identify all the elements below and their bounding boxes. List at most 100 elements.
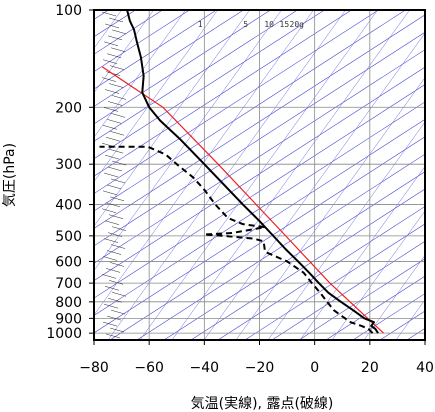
wind-barb (110, 327, 125, 333)
dry-adiabat-line (94, 10, 406, 212)
wind-barb (107, 250, 122, 255)
dry-adiabat-line (94, 10, 352, 177)
reference-line (101, 66, 385, 334)
wind-barb (111, 178, 126, 184)
y-tick-label: 400 (55, 198, 82, 214)
wind-barb (104, 238, 119, 243)
wind-barb (106, 268, 121, 273)
wind-barb (109, 280, 124, 285)
dry-adiabat-line (94, 31, 425, 247)
wind-barb (101, 208, 117, 214)
wind-barb (101, 11, 117, 17)
wind-barb (107, 119, 122, 124)
wind-barb (109, 214, 124, 219)
mixing-ratio-line (299, 165, 425, 340)
wind-barb (104, 107, 119, 112)
y-tick-label: 1000 (46, 326, 82, 342)
wind-barb (103, 59, 118, 64)
y-tick-label: 700 (55, 276, 82, 292)
wind-barb (104, 41, 119, 47)
mixing-ratio-line (94, 10, 282, 271)
wind-barb (109, 148, 124, 154)
wind-barb (104, 303, 119, 309)
wind-barb (111, 309, 126, 315)
x-tick-label: −80 (79, 360, 109, 376)
wind-barb (106, 136, 121, 142)
mixing-ratio-line (94, 10, 314, 316)
dry-adiabat-line (94, 10, 217, 90)
wind-barb (110, 131, 125, 136)
dry-adiabat-line (94, 10, 325, 160)
wind-barb (112, 95, 127, 100)
dry-adiabat-line (94, 101, 425, 316)
dry-adiabat-line (94, 66, 425, 282)
mixing-ratio-line (94, 10, 218, 183)
mixing-ratio-label: 5 (243, 20, 248, 29)
temperature-line (126, 10, 379, 334)
wind-barb (112, 29, 127, 35)
y-axis-title: 気圧(hPa) (2, 143, 18, 207)
dry-adiabat-line (109, 136, 425, 340)
x-tick-label: 0 (310, 360, 319, 376)
y-tick-label: 600 (55, 254, 82, 270)
dry-adiabat-line (136, 153, 425, 340)
dry-adiabat-line (325, 275, 425, 340)
wind-barb (110, 262, 125, 267)
mixing-ratio-line (363, 254, 425, 340)
wind-barb (103, 321, 118, 327)
wind-barb (108, 35, 123, 41)
wind-barb (107, 184, 122, 190)
wind-barb (101, 274, 117, 279)
wind-barb (109, 17, 124, 23)
mixing-ratio-line (139, 10, 378, 340)
dewpoint-line (99, 145, 374, 334)
x-tick-label: −20 (245, 360, 275, 376)
dry-adiabat-line (94, 14, 425, 229)
wind-barb (110, 65, 125, 70)
mixing-ratio-line (94, 10, 186, 138)
mixing-ratio-label: 15 (280, 20, 290, 29)
mixing-ratio-line (203, 32, 425, 340)
x-axis-ticks: −80 −60 −40 −20 0 20 40 (79, 340, 434, 376)
mixing-ratio-label: 10 (264, 20, 274, 29)
wind-barb (103, 256, 118, 261)
y-tick-label: 500 (55, 229, 82, 245)
x-tick-label: 40 (416, 360, 434, 376)
wind-barbs (101, 11, 127, 339)
y-tick-label: 900 (55, 311, 82, 327)
mixing-ratio-line (94, 10, 250, 227)
wind-barb (106, 333, 121, 339)
wind-barb (108, 101, 123, 106)
dry-adiabat-line (217, 206, 425, 340)
isobar-isotherm-grid (94, 10, 425, 340)
wind-barb (111, 244, 126, 249)
dry-adiabat-line (244, 223, 425, 340)
wind-barb (112, 160, 127, 166)
wind-barb (107, 53, 122, 58)
dry-adiabat-line (271, 240, 425, 340)
dry-adiabat-line (94, 49, 425, 264)
mixing-ratio-line (94, 10, 154, 94)
dry-adiabat-line (0, 10, 1, 340)
x-tick-label: −40 (190, 360, 220, 376)
wind-barb (103, 125, 118, 130)
mixing-ratio-line (107, 10, 346, 340)
wind-barb (105, 220, 120, 225)
mixing-ratio-line (331, 210, 425, 340)
dry-adiabat-line (298, 258, 425, 340)
dry-adiabat-line (94, 10, 379, 194)
mixing-ratio-label: 1 (198, 20, 203, 29)
wind-barb (105, 23, 120, 29)
mixing-ratio-line (267, 121, 425, 340)
dry-adiabat-line (94, 10, 190, 72)
dry-adiabat-line (94, 10, 271, 125)
wind-barb (105, 89, 120, 94)
mixing-ratio-line (428, 10, 435, 340)
x-axis-title: 気温(実線), 露点(破線) (191, 396, 334, 412)
wind-barb (110, 196, 125, 202)
dry-adiabat-line (94, 10, 244, 107)
dry-adiabat-line (163, 171, 425, 340)
wind-barb (106, 202, 121, 208)
wind-barb (104, 172, 119, 178)
